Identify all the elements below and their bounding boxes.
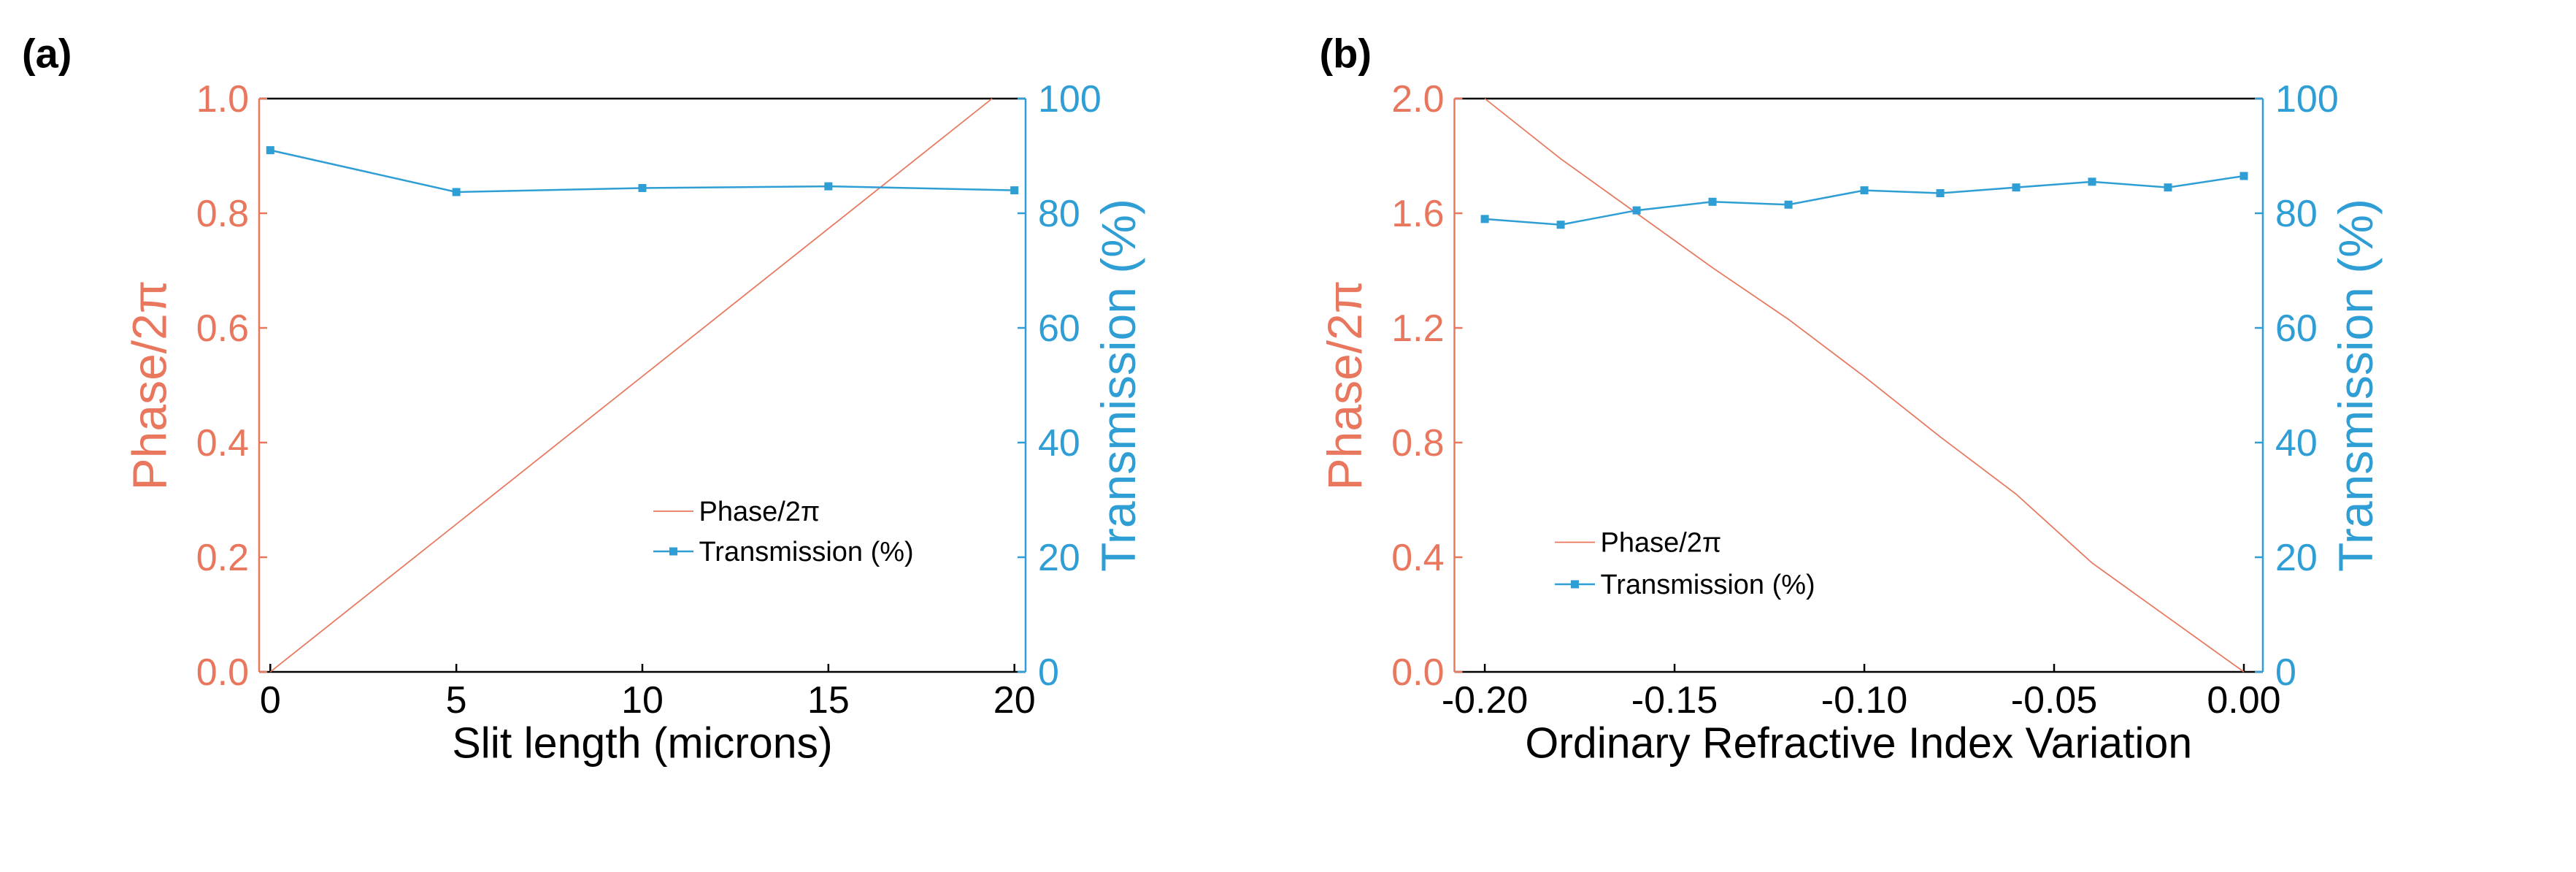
x-tick-label: 20 (993, 679, 1036, 722)
transmission-data-point (1860, 186, 1869, 195)
transmission-data-point (2012, 183, 2021, 192)
panel-label: (a) (22, 31, 72, 77)
transmission-data-point (452, 188, 461, 196)
x-tick-label: 5 (446, 679, 467, 722)
series-line-phase (1484, 98, 2245, 673)
y-right-tick-label: 80 (1038, 193, 1080, 235)
legend-marker (669, 547, 677, 556)
y-right-axis-title: Transmission (%) (1091, 199, 1145, 572)
transmission-data-point (266, 146, 274, 155)
y-left-tick-label: 0.0 (196, 651, 249, 694)
legend: Phase/2π Transmission (%) (1555, 528, 1815, 600)
x-axis-title: Ordinary Refractive Index Variation (1525, 719, 2192, 768)
x-tick-label: 0.00 (2207, 679, 2280, 722)
x-tick-label: 0 (260, 679, 281, 722)
chart-panel-b: (b) 0.0 0.4 0.8 1.2 1.6 2.0 0 20 40 60 80 100 -0.20 -0… (1318, 31, 2383, 768)
x-tick-label: -0.05 (2011, 679, 2098, 722)
y-left-tick-label: 0.4 (196, 422, 249, 464)
transmission-data-point (1480, 215, 1489, 223)
y-right-tick-label: 80 (2275, 193, 2318, 235)
transmission-data-point (1708, 197, 1717, 206)
y-left-tick-label: 0.6 (196, 307, 249, 350)
transmission-data-point (1632, 206, 1641, 215)
legend-marker (1571, 580, 1579, 589)
y-right-tick-label: 60 (2275, 307, 2318, 350)
y-left-tick-label: 0.2 (196, 537, 249, 579)
transmission-data-point (2239, 172, 2248, 180)
x-tick-label: -0.15 (1631, 679, 1718, 722)
y-left-tick-label: 1.0 (196, 78, 249, 121)
y-left-tick-label: 2.0 (1391, 78, 1444, 121)
y-left-tick-label: 1.2 (1391, 307, 1444, 350)
x-tick-label: 10 (621, 679, 664, 722)
y-right-tick-label: 20 (1038, 537, 1080, 579)
transmission-data-point (2088, 177, 2096, 186)
legend-label: Phase/2π (1601, 528, 1722, 559)
series-line-phase (269, 98, 993, 673)
transmission-data-point (1556, 221, 1565, 229)
y-right-tick-label: 40 (2275, 422, 2318, 464)
x-tick-label: -0.10 (1821, 679, 1908, 722)
y-left-tick-label: 0.4 (1391, 537, 1444, 579)
y-left-tick-label: 0.8 (1391, 422, 1444, 464)
transmission-data-point (1010, 186, 1019, 195)
legend-label: Phase/2π (699, 497, 820, 527)
y-right-axis-title: Transmission (%) (2329, 199, 2383, 572)
transmission-data-point (824, 182, 833, 191)
transmission-data-point (2164, 183, 2172, 192)
transmission-data-point (1784, 200, 1793, 209)
y-right-tick-label: 20 (2275, 537, 2318, 579)
x-tick-label: 15 (807, 679, 850, 722)
y-left-tick-label: 1.6 (1391, 193, 1444, 235)
transmission-data-point (638, 183, 647, 192)
x-axis-title: Slit length (microns) (452, 719, 832, 768)
y-left-tick-label: 0.0 (1391, 651, 1444, 694)
y-right-tick-label: 60 (1038, 307, 1080, 350)
y-right-tick-label: 40 (1038, 422, 1080, 464)
y-right-tick-label: 0 (2275, 651, 2296, 694)
y-right-tick-label: 100 (1038, 78, 1101, 121)
series-line-transmission (1485, 175, 2245, 226)
y-right-tick-label: 0 (1038, 651, 1059, 694)
legend-label: Transmission (%) (1601, 570, 1815, 600)
y-left-axis-title: Phase/2π (123, 280, 177, 491)
panel-label: (b) (1320, 31, 1372, 77)
y-left-axis-title: Phase/2π (1318, 280, 1372, 491)
transmission-data-point (1936, 189, 1945, 198)
x-tick-label: -0.20 (1442, 679, 1529, 722)
legend-label: Transmission (%) (699, 537, 914, 567)
legend: Phase/2π Transmission (%) (653, 497, 914, 567)
y-right-tick-label: 100 (2275, 78, 2339, 121)
y-left-tick-label: 0.8 (196, 193, 249, 235)
